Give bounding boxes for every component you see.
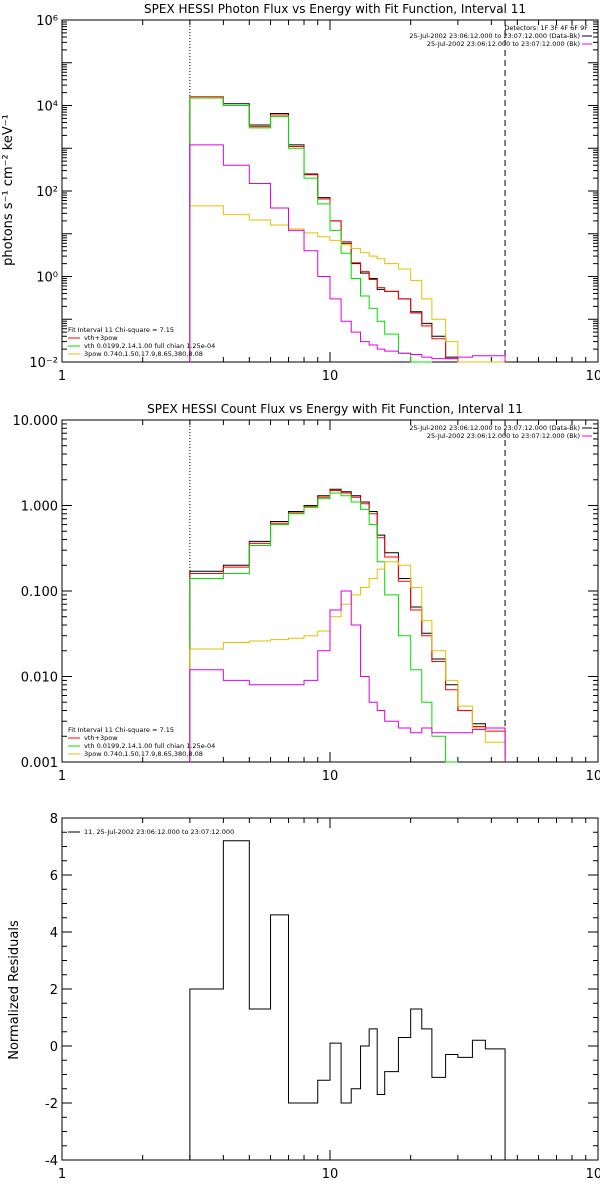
plot-frame	[61, 419, 599, 763]
legend-top-left: 11. 25-Jul-2002 23:06:12.000 to 23:07:12…	[68, 828, 234, 836]
legend-header: Fit Interval 11 Chi-square = 7.15	[68, 726, 174, 734]
y-tick-label: 6	[50, 869, 58, 884]
legend-header: Fit Interval 11 Chi-square = 7.15	[68, 326, 174, 334]
y-tick-label: 1.000	[21, 500, 58, 515]
y-axis-label: Normalized Residuals	[7, 920, 22, 1060]
x-tick-label: 100	[586, 369, 600, 384]
y-tick-label: 0.100	[21, 585, 58, 600]
y-tick-label: 10⁶	[36, 14, 58, 29]
series-nonthermal-line	[189, 561, 506, 762]
series-data-line	[189, 97, 506, 363]
x-tick-label: 10	[322, 369, 339, 384]
y-axis-label: photons s⁻¹ cm⁻² keV⁻¹	[1, 114, 16, 266]
series-thermal-line	[189, 97, 432, 363]
legend-bottom-left: Fit Interval 11 Chi-square = 7.15vth+3po…	[68, 726, 215, 758]
y-tick-label: 4	[50, 926, 58, 941]
legend-bottom-left: Fit Interval 11 Chi-square = 7.15vth+3po…	[68, 326, 215, 358]
x-tick-label: 100	[586, 769, 600, 784]
y-tick-label: 0.010	[21, 671, 58, 686]
legend-entry-label: 25-Jul-2002 23:06:12.000 to 23:07:12.000…	[427, 40, 580, 48]
legend-entry-label: 3pow 0.740,1.50,17.9,8.65,380,8.08	[84, 350, 203, 358]
plot-frame	[61, 817, 599, 1161]
x-tick-label: 100	[586, 1167, 600, 1182]
chart-marks: 1 10 100 10⁻² 10⁰ 10² 10⁴ 10⁶	[29, 14, 600, 384]
count-flux-panel: SPEX HESSI Count Flux vs Energy with Fit…	[13, 402, 600, 784]
chart-marks: 1 10 100 0.001 0.010 0.100 1.000 10.000	[13, 414, 600, 784]
series-thermal-line	[189, 492, 458, 763]
plot-frame	[61, 19, 599, 363]
series-residual-line	[189, 840, 506, 1160]
x-tick-label: 1	[58, 1167, 66, 1182]
legend-entry-label: vth+3pow	[84, 734, 118, 742]
y-tick-label: 10⁰	[36, 271, 58, 286]
legend-entry-label: vth 0.0199,2.14,1.00 full chian 1.25e-04	[84, 342, 215, 350]
legend-entry-label: vth+3pow	[84, 334, 118, 342]
y-tick-label: 8	[50, 812, 58, 827]
legend-entry-label: 3pow 0.740,1.50,17.9,8.65,380,8.08	[84, 750, 203, 758]
chart-title: SPEX HESSI Photon Flux vs Energy with Fi…	[144, 2, 526, 16]
residuals-panel: Normalized Residuals 1 10 100 -4 -2 0 2 4 6 8 11.…	[7, 812, 600, 1182]
y-tick-label: 2	[50, 983, 58, 998]
legend-header: Detectors: 1F 3F 4F 6F 9F	[504, 24, 588, 32]
legend-entry-label: 11. 25-Jul-2002 23:06:12.000 to 23:07:12…	[84, 828, 234, 836]
chart-marks: 1 10 100 -4 -2 0 2 4 6 8	[45, 812, 600, 1182]
series-model-line	[189, 489, 506, 762]
y-tick-label: 10⁻²	[29, 356, 58, 371]
series-background-line	[189, 590, 506, 762]
y-tick-label: 0.001	[21, 756, 58, 771]
legend-entry-label: 25-Jul-2002 23:06:12.000 to 23:07:12.000…	[409, 32, 580, 40]
y-tick-label: 0	[50, 1040, 58, 1055]
x-tick-label: 1	[58, 769, 66, 784]
y-tick-label: 10⁴	[36, 100, 58, 115]
chart-title: SPEX HESSI Count Flux vs Energy with Fit…	[147, 402, 523, 416]
series-data-line	[189, 488, 506, 762]
x-tick-label: 1	[58, 369, 66, 384]
y-tick-label: 10.000	[13, 414, 59, 429]
y-tick-label: 10²	[36, 185, 58, 200]
legend-top-right: 25-Jul-2002 23:06:12.000 to 23:07:12.000…	[409, 424, 592, 440]
x-tick-label: 10	[322, 1167, 339, 1182]
legend-entry-label: 25-Jul-2002 23:06:12.000 to 23:07:12.000…	[427, 432, 580, 440]
legend-entry-label: vth 0.0199,2.14,1.00 full chian 1.25e-04	[84, 742, 215, 750]
series-nonthermal-line	[189, 205, 506, 363]
y-tick-label: -4	[45, 1154, 58, 1169]
series-model-line	[189, 96, 506, 363]
series-background-line	[189, 144, 506, 362]
legend-entry-label: 25-Jul-2002 23:06:12.000 to 23:07:12.000…	[409, 424, 580, 432]
y-tick-label: -2	[45, 1097, 58, 1112]
x-tick-label: 10	[322, 769, 339, 784]
photon-flux-panel: SPEX HESSI Photon Flux vs Energy with Fi…	[1, 2, 600, 384]
